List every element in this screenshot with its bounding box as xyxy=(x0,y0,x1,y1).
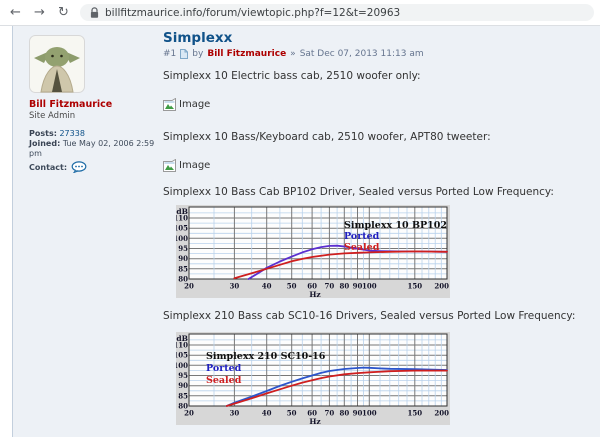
profile-username[interactable]: Bill Fitzmaurice xyxy=(29,99,113,110)
private-message-icon[interactable] xyxy=(71,161,87,173)
svg-text:Hz: Hz xyxy=(309,290,320,298)
svg-text:Hz: Hz xyxy=(309,417,320,425)
frequency-response-chart-bp102: dB11010510095908580203040506070809010015… xyxy=(173,204,450,299)
post-content: Simplexx #1 by Bill Fitzmaurice » Sat De… xyxy=(163,30,600,426)
svg-text:80: 80 xyxy=(178,274,188,283)
lock-icon xyxy=(90,6,99,19)
post-title-link[interactable]: Simplexx xyxy=(163,30,233,46)
frequency-response-chart-sc10-16: dB11010510095908580203040506070809010015… xyxy=(173,332,450,426)
svg-text:30: 30 xyxy=(230,281,240,290)
svg-text:50: 50 xyxy=(287,281,297,290)
profile-contact: Contact: xyxy=(29,161,163,173)
post-number: #1 xyxy=(163,49,177,59)
svg-text:105: 105 xyxy=(176,351,188,360)
svg-text:Simplexx 10 BP102: Simplexx 10 BP102 xyxy=(344,220,447,231)
svg-text:85: 85 xyxy=(178,392,188,401)
forum-page: Bill Fitzmaurice Site Admin Posts: 27338… xyxy=(0,26,600,437)
contact-label: Contact: xyxy=(29,162,68,172)
svg-text:90: 90 xyxy=(178,382,188,391)
by-label: by xyxy=(192,49,204,59)
address-bar[interactable]: billfitzmaurice.info/forum/viewtopic.php… xyxy=(80,4,594,21)
svg-text:60: 60 xyxy=(307,281,317,290)
profile-rank: Site Admin xyxy=(29,111,76,121)
svg-text:Simplexx 210 SC10-16: Simplexx 210 SC10-16 xyxy=(206,351,326,362)
meta-separator: » xyxy=(290,49,296,59)
svg-text:100: 100 xyxy=(362,409,377,418)
svg-text:70: 70 xyxy=(324,281,334,290)
svg-text:20: 20 xyxy=(184,281,194,290)
posts-count-link[interactable]: 27338 xyxy=(59,129,85,138)
svg-text:30: 30 xyxy=(230,409,240,418)
svg-text:95: 95 xyxy=(178,371,188,380)
browser-chrome: ← → ↻ billfitzmaurice.info/forum/viewtop… xyxy=(0,0,600,26)
svg-text:100: 100 xyxy=(176,361,188,370)
broken-image-icon xyxy=(163,159,176,173)
broken-image-placeholder: Image xyxy=(163,97,600,111)
svg-text:60: 60 xyxy=(307,409,317,418)
svg-text:80: 80 xyxy=(339,409,349,418)
forward-icon[interactable]: → xyxy=(34,5,45,20)
svg-text:Sealed: Sealed xyxy=(344,242,380,253)
svg-text:100: 100 xyxy=(362,281,377,290)
posts-label: Posts: xyxy=(29,129,57,138)
post-panel: Bill Fitzmaurice Site Admin Posts: 27338… xyxy=(12,26,600,437)
svg-text:200: 200 xyxy=(434,409,449,418)
broken-image-icon xyxy=(163,97,176,111)
svg-text:dB: dB xyxy=(176,334,188,343)
url-text: billfitzmaurice.info/forum/viewtopic.php… xyxy=(105,6,401,19)
post-paragraph: Simplexx 10 Bass Cab BP102 Driver, Seale… xyxy=(163,186,554,199)
svg-text:110: 110 xyxy=(176,341,188,350)
profile-joined: Joined: Tue May 02, 2006 2:59 pm xyxy=(29,139,163,159)
svg-text:110: 110 xyxy=(176,213,188,222)
svg-text:85: 85 xyxy=(178,264,188,273)
back-icon[interactable]: ← xyxy=(10,5,21,20)
post-paragraph: Simplexx 10 Bass/Keyboard cab, 2510 woof… xyxy=(163,130,491,143)
svg-text:80: 80 xyxy=(339,281,349,290)
svg-text:dB: dB xyxy=(176,207,188,216)
post-author-link[interactable]: Bill Fitzmaurice xyxy=(207,49,287,59)
svg-text:40: 40 xyxy=(262,409,272,418)
svg-text:Ported: Ported xyxy=(206,363,242,374)
joined-label: Joined: xyxy=(29,139,61,148)
post-author-profile: Bill Fitzmaurice Site Admin Posts: 27338… xyxy=(29,35,163,173)
svg-text:40: 40 xyxy=(262,281,272,290)
svg-text:90: 90 xyxy=(353,409,363,418)
svg-text:70: 70 xyxy=(324,409,334,418)
svg-text:100: 100 xyxy=(176,234,188,243)
profile-posts: Posts: 27338 xyxy=(29,129,163,139)
svg-text:90: 90 xyxy=(353,281,363,290)
post-paragraph: Simplexx 210 Bass cab SC10-16 Drivers, S… xyxy=(163,309,576,322)
svg-text:200: 200 xyxy=(434,281,449,290)
svg-text:150: 150 xyxy=(407,281,422,290)
broken-image-placeholder: Image xyxy=(163,159,600,173)
image-placeholder-label: Image xyxy=(179,98,211,110)
post-paragraph: Simplexx 10 Electric bass cab, 2510 woof… xyxy=(163,70,421,82)
svg-text:150: 150 xyxy=(407,409,422,418)
svg-text:20: 20 xyxy=(184,409,194,418)
avatar xyxy=(29,35,85,93)
svg-text:80: 80 xyxy=(178,402,188,411)
svg-text:Ported: Ported xyxy=(344,231,380,242)
svg-text:95: 95 xyxy=(178,244,188,253)
post-meta: #1 by Bill Fitzmaurice » Sat Dec 07, 201… xyxy=(163,49,600,59)
image-placeholder-label: Image xyxy=(179,160,211,172)
svg-text:105: 105 xyxy=(176,223,188,232)
svg-text:90: 90 xyxy=(178,254,188,263)
svg-text:50: 50 xyxy=(287,409,297,418)
svg-text:Sealed: Sealed xyxy=(206,375,242,386)
post-date: Sat Dec 07, 2013 11:13 am xyxy=(299,49,424,59)
reload-icon[interactable]: ↻ xyxy=(58,5,69,20)
post-permalink-icon[interactable] xyxy=(180,49,189,59)
joined-date: Tue May 02, 2006 2:59 pm xyxy=(29,139,155,158)
